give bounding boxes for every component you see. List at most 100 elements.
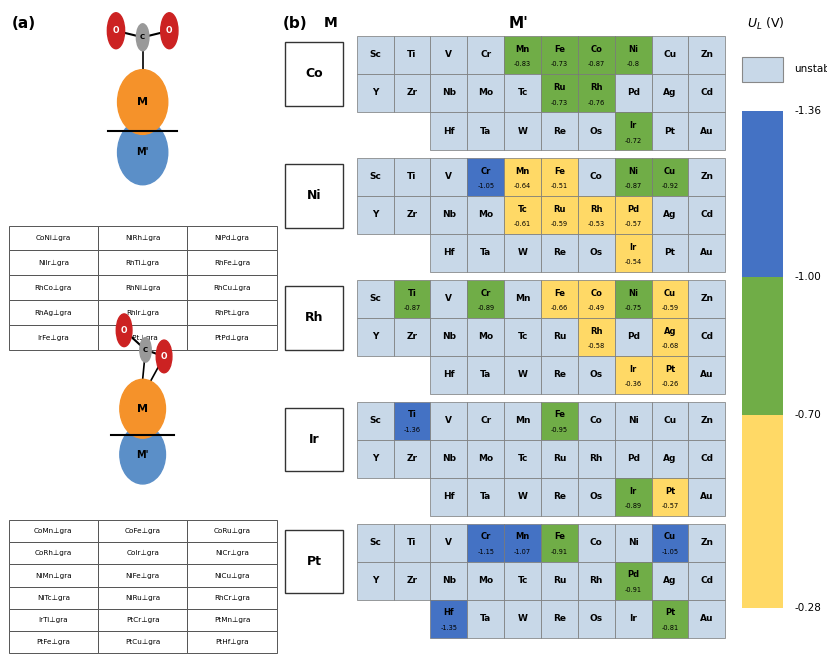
FancyBboxPatch shape: [98, 300, 188, 325]
Text: $U_L$ (V): $U_L$ (V): [748, 16, 785, 33]
FancyBboxPatch shape: [504, 280, 541, 318]
Text: -0.49: -0.49: [588, 305, 605, 311]
FancyBboxPatch shape: [188, 520, 277, 542]
Text: Zn: Zn: [700, 416, 714, 425]
FancyBboxPatch shape: [8, 250, 98, 275]
Text: Au: Au: [700, 492, 714, 501]
Text: Pd: Pd: [627, 205, 639, 214]
Text: Co: Co: [590, 416, 603, 425]
Text: Mo: Mo: [478, 211, 494, 219]
Text: Os: Os: [590, 249, 603, 258]
Text: V: V: [446, 416, 452, 425]
Text: CoFe⊥gra: CoFe⊥gra: [125, 528, 160, 534]
FancyBboxPatch shape: [652, 280, 688, 318]
Text: Nb: Nb: [442, 211, 456, 219]
Text: CoIr⊥gra: CoIr⊥gra: [127, 550, 159, 557]
FancyBboxPatch shape: [504, 356, 541, 394]
Text: Cd: Cd: [700, 576, 714, 585]
FancyBboxPatch shape: [431, 36, 467, 74]
Text: -0.72: -0.72: [624, 137, 642, 143]
FancyBboxPatch shape: [394, 196, 431, 234]
Text: Cd: Cd: [700, 211, 714, 219]
Text: Hf: Hf: [443, 370, 455, 379]
FancyBboxPatch shape: [467, 439, 504, 477]
Text: Mn: Mn: [515, 44, 530, 54]
FancyBboxPatch shape: [188, 275, 277, 300]
Text: Au: Au: [700, 614, 714, 623]
Text: -0.53: -0.53: [588, 222, 605, 228]
Text: CoNi⊥gra: CoNi⊥gra: [36, 235, 71, 241]
FancyBboxPatch shape: [467, 112, 504, 150]
Text: PtMn⊥gra: PtMn⊥gra: [214, 617, 251, 623]
FancyBboxPatch shape: [614, 74, 652, 112]
FancyBboxPatch shape: [614, 318, 652, 356]
Text: -1.05: -1.05: [477, 183, 495, 190]
Text: Ni: Ni: [629, 44, 638, 54]
FancyBboxPatch shape: [431, 477, 467, 516]
FancyBboxPatch shape: [467, 234, 504, 272]
Text: Zn: Zn: [700, 50, 714, 60]
FancyBboxPatch shape: [98, 587, 188, 609]
FancyBboxPatch shape: [614, 158, 652, 196]
FancyBboxPatch shape: [467, 318, 504, 356]
Text: Co: Co: [590, 173, 603, 181]
FancyBboxPatch shape: [188, 542, 277, 564]
FancyBboxPatch shape: [614, 280, 652, 318]
FancyBboxPatch shape: [688, 234, 725, 272]
Text: Ru: Ru: [552, 576, 566, 585]
FancyBboxPatch shape: [467, 356, 504, 394]
Text: W: W: [518, 126, 528, 135]
FancyBboxPatch shape: [467, 402, 504, 439]
Text: Cr: Cr: [480, 288, 491, 298]
Text: Ni: Ni: [629, 167, 638, 176]
Text: Re: Re: [553, 249, 566, 258]
FancyBboxPatch shape: [504, 112, 541, 150]
Text: M: M: [137, 97, 148, 107]
Text: Sc: Sc: [370, 416, 381, 425]
Ellipse shape: [120, 379, 165, 438]
FancyBboxPatch shape: [688, 280, 725, 318]
Text: Cu: Cu: [664, 288, 676, 298]
FancyBboxPatch shape: [98, 325, 188, 350]
Text: Pt: Pt: [665, 487, 675, 496]
Text: -0.91: -0.91: [551, 549, 568, 555]
Text: M': M': [509, 16, 529, 31]
Text: Cd: Cd: [700, 332, 714, 341]
FancyBboxPatch shape: [504, 562, 541, 600]
FancyBboxPatch shape: [8, 226, 98, 250]
Text: O: O: [160, 352, 167, 361]
Ellipse shape: [117, 69, 168, 135]
FancyBboxPatch shape: [467, 158, 504, 196]
Text: Zn: Zn: [700, 538, 714, 547]
FancyBboxPatch shape: [652, 74, 688, 112]
FancyBboxPatch shape: [8, 542, 98, 564]
FancyBboxPatch shape: [431, 74, 467, 112]
Text: Ti: Ti: [408, 288, 417, 298]
FancyBboxPatch shape: [688, 524, 725, 562]
FancyBboxPatch shape: [688, 600, 725, 638]
Text: Ti: Ti: [408, 538, 417, 547]
FancyBboxPatch shape: [504, 158, 541, 196]
Text: IrFe⊥gra: IrFe⊥gra: [37, 334, 69, 341]
Text: Co: Co: [590, 44, 602, 54]
Text: C: C: [143, 347, 148, 353]
Text: Cu: Cu: [663, 416, 676, 425]
FancyBboxPatch shape: [578, 477, 614, 516]
FancyBboxPatch shape: [688, 74, 725, 112]
Text: Co: Co: [590, 288, 602, 298]
Text: RhCo⊥gra: RhCo⊥gra: [35, 284, 72, 291]
FancyBboxPatch shape: [541, 158, 578, 196]
FancyBboxPatch shape: [467, 36, 504, 74]
FancyBboxPatch shape: [431, 402, 467, 439]
FancyBboxPatch shape: [394, 74, 431, 112]
FancyBboxPatch shape: [688, 196, 725, 234]
Text: Os: Os: [590, 492, 603, 501]
Text: Hf: Hf: [443, 126, 455, 135]
Text: Rh: Rh: [590, 205, 603, 214]
FancyBboxPatch shape: [188, 226, 277, 250]
Text: Ru: Ru: [553, 205, 566, 214]
Text: Tc: Tc: [518, 88, 528, 97]
Text: Tc: Tc: [518, 205, 528, 214]
Text: PtHf⊥gra: PtHf⊥gra: [215, 639, 249, 645]
Text: -0.83: -0.83: [514, 61, 531, 67]
